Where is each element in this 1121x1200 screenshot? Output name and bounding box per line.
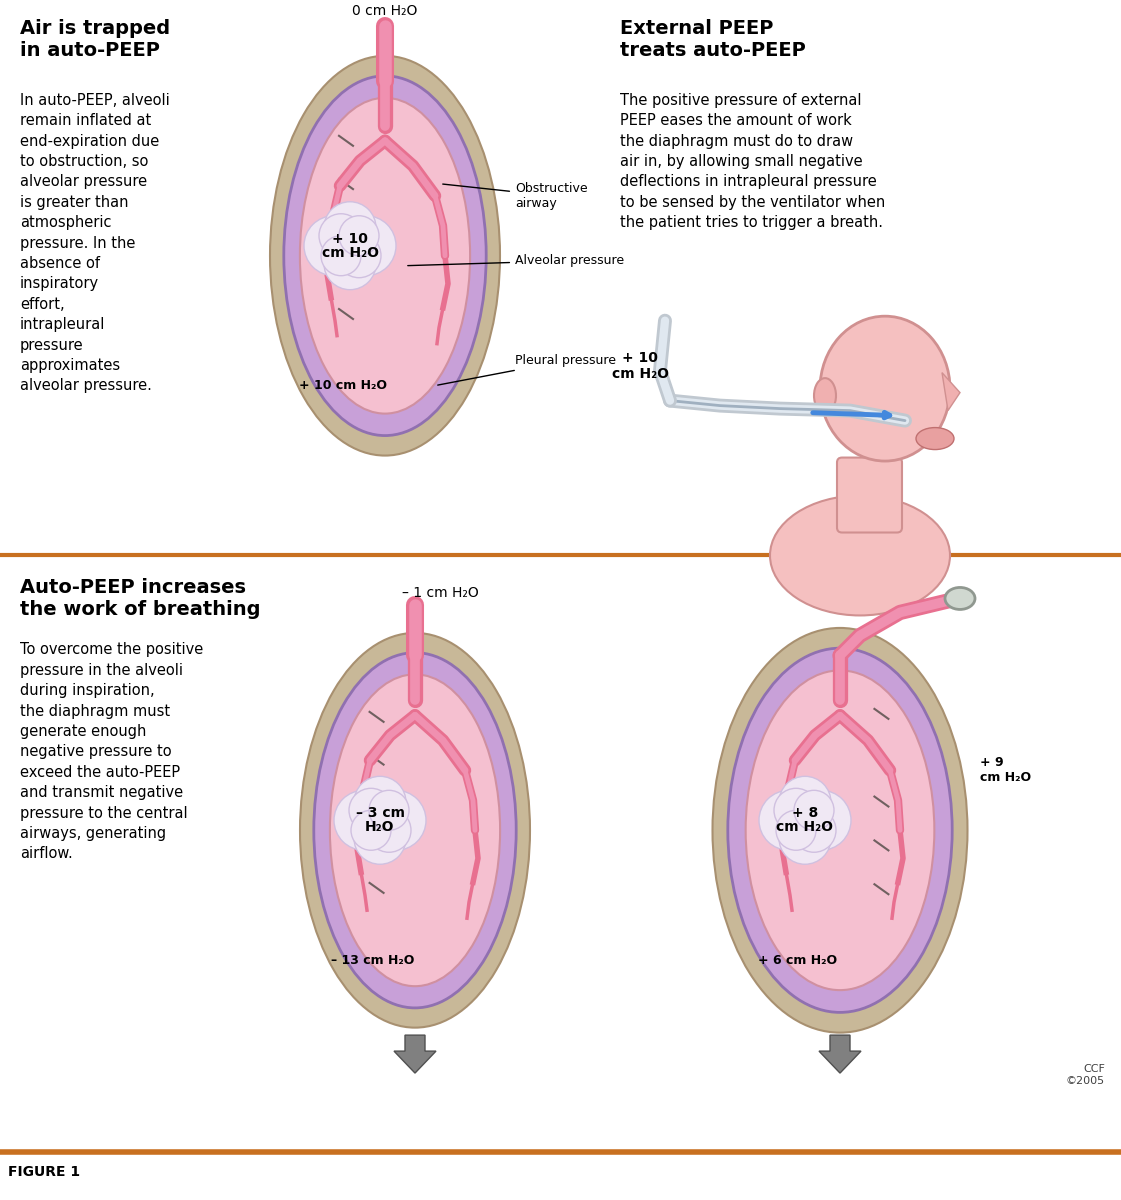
Ellipse shape [337,234,381,277]
Ellipse shape [324,238,376,289]
Ellipse shape [369,791,409,830]
Ellipse shape [814,378,836,413]
Text: + 9
cm H₂O: + 9 cm H₂O [980,756,1031,785]
Ellipse shape [779,776,831,828]
Text: CCF
©2005: CCF ©2005 [1066,1064,1105,1086]
Ellipse shape [270,56,500,456]
Text: + 10
cm H₂O: + 10 cm H₂O [611,350,668,380]
FancyArrow shape [819,1036,861,1073]
Ellipse shape [759,791,819,851]
Ellipse shape [945,588,975,610]
Ellipse shape [713,628,967,1033]
Text: Obstructive
airway: Obstructive airway [443,181,587,210]
Ellipse shape [728,648,952,1013]
Text: Air is trapped
in auto-PEEP: Air is trapped in auto-PEEP [20,19,170,60]
Text: cm H₂O: cm H₂O [777,821,834,834]
Ellipse shape [791,791,851,851]
Text: + 8: + 8 [791,806,818,821]
Text: H₂O: H₂O [365,821,395,834]
Ellipse shape [770,496,949,616]
Ellipse shape [314,653,516,1008]
Text: – 13 cm H₂O: – 13 cm H₂O [332,954,415,967]
Text: cm H₂O: cm H₂O [322,246,379,259]
Text: In auto-PEEP, alveoli
remain inflated at
end-expiration due
to obstruction, so
a: In auto-PEEP, alveoli remain inflated at… [20,92,169,394]
Ellipse shape [367,809,411,852]
Polygon shape [942,373,960,410]
Ellipse shape [776,810,816,851]
Ellipse shape [745,671,934,990]
Ellipse shape [349,788,393,833]
Ellipse shape [819,316,949,461]
Ellipse shape [300,98,470,414]
Ellipse shape [300,632,530,1027]
Ellipse shape [916,427,954,450]
Text: Pleural pressure: Pleural pressure [437,354,617,385]
Ellipse shape [304,216,364,276]
Ellipse shape [336,216,396,276]
Ellipse shape [339,216,379,256]
FancyArrow shape [393,1036,436,1073]
Ellipse shape [284,76,487,436]
Ellipse shape [334,791,393,851]
Ellipse shape [330,674,500,986]
Text: To overcome the positive
pressure in the alveoli
during inspiration,
the diaphra: To overcome the positive pressure in the… [20,642,203,862]
FancyBboxPatch shape [837,457,902,533]
Text: Auto-PEEP increases
the work of breathing: Auto-PEEP increases the work of breathin… [20,578,260,619]
Ellipse shape [773,788,818,833]
Ellipse shape [793,809,836,852]
Text: 0 cm H₂O: 0 cm H₂O [352,4,418,18]
Ellipse shape [319,214,363,258]
Ellipse shape [351,810,391,851]
Ellipse shape [324,202,376,253]
Text: – 3 cm: – 3 cm [355,806,405,821]
Text: The positive pressure of external
PEEP eases the amount of work
the diaphragm mu: The positive pressure of external PEEP e… [620,92,886,230]
Text: External PEEP
treats auto-PEEP: External PEEP treats auto-PEEP [620,19,806,60]
Ellipse shape [794,791,834,830]
Ellipse shape [354,812,406,864]
Text: + 10 cm H₂O: + 10 cm H₂O [299,379,387,392]
Text: Alveolar pressure: Alveolar pressure [408,254,624,268]
Text: + 10: + 10 [332,232,368,246]
Ellipse shape [779,812,831,864]
Ellipse shape [365,791,426,851]
Text: – 1 cm H₂O: – 1 cm H₂O [401,587,479,600]
Text: FIGURE 1: FIGURE 1 [8,1165,80,1180]
Ellipse shape [321,235,361,276]
Text: + 6 cm H₂O: + 6 cm H₂O [759,954,837,967]
Ellipse shape [354,776,406,828]
